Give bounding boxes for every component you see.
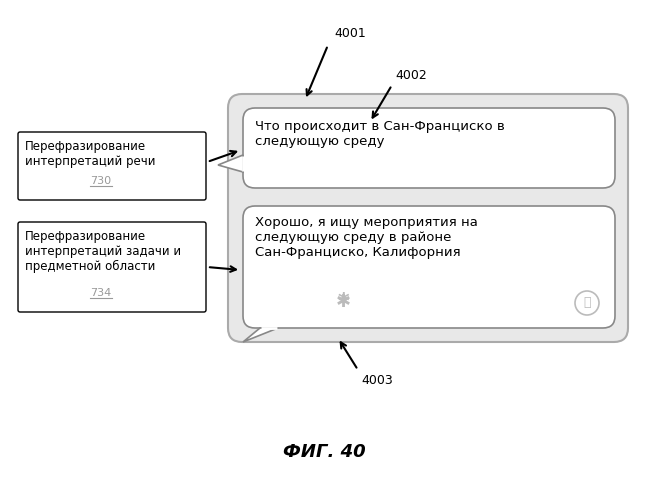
Text: ФИГ. 40: ФИГ. 40 [283, 443, 365, 461]
Polygon shape [243, 328, 278, 342]
Text: Хорошо, я ищу мероприятия на
следующую среду в районе
Сан-Франциско, Калифорния: Хорошо, я ищу мероприятия на следующую с… [255, 216, 478, 259]
Text: 4002: 4002 [395, 69, 427, 82]
Polygon shape [218, 155, 243, 172]
Text: 4003: 4003 [361, 374, 393, 387]
Text: *: * [337, 292, 349, 312]
Text: 4001: 4001 [334, 27, 366, 40]
FancyBboxPatch shape [243, 206, 615, 328]
Text: Перефразирование
интерпретаций речи: Перефразирование интерпретаций речи [25, 140, 156, 168]
FancyBboxPatch shape [228, 94, 628, 342]
Text: 734: 734 [90, 288, 111, 298]
FancyBboxPatch shape [243, 108, 615, 188]
Text: Что происходит в Сан-Франциско в
следующую среду: Что происходит в Сан-Франциско в следующ… [255, 120, 505, 148]
Text: ⌕: ⌕ [583, 296, 591, 310]
Text: Перефразирование
интерпретаций задачи и
предметной области: Перефразирование интерпретаций задачи и … [25, 230, 181, 273]
Text: 730: 730 [90, 176, 111, 186]
FancyBboxPatch shape [18, 132, 206, 200]
Text: ✱: ✱ [336, 293, 350, 311]
FancyBboxPatch shape [18, 222, 206, 312]
